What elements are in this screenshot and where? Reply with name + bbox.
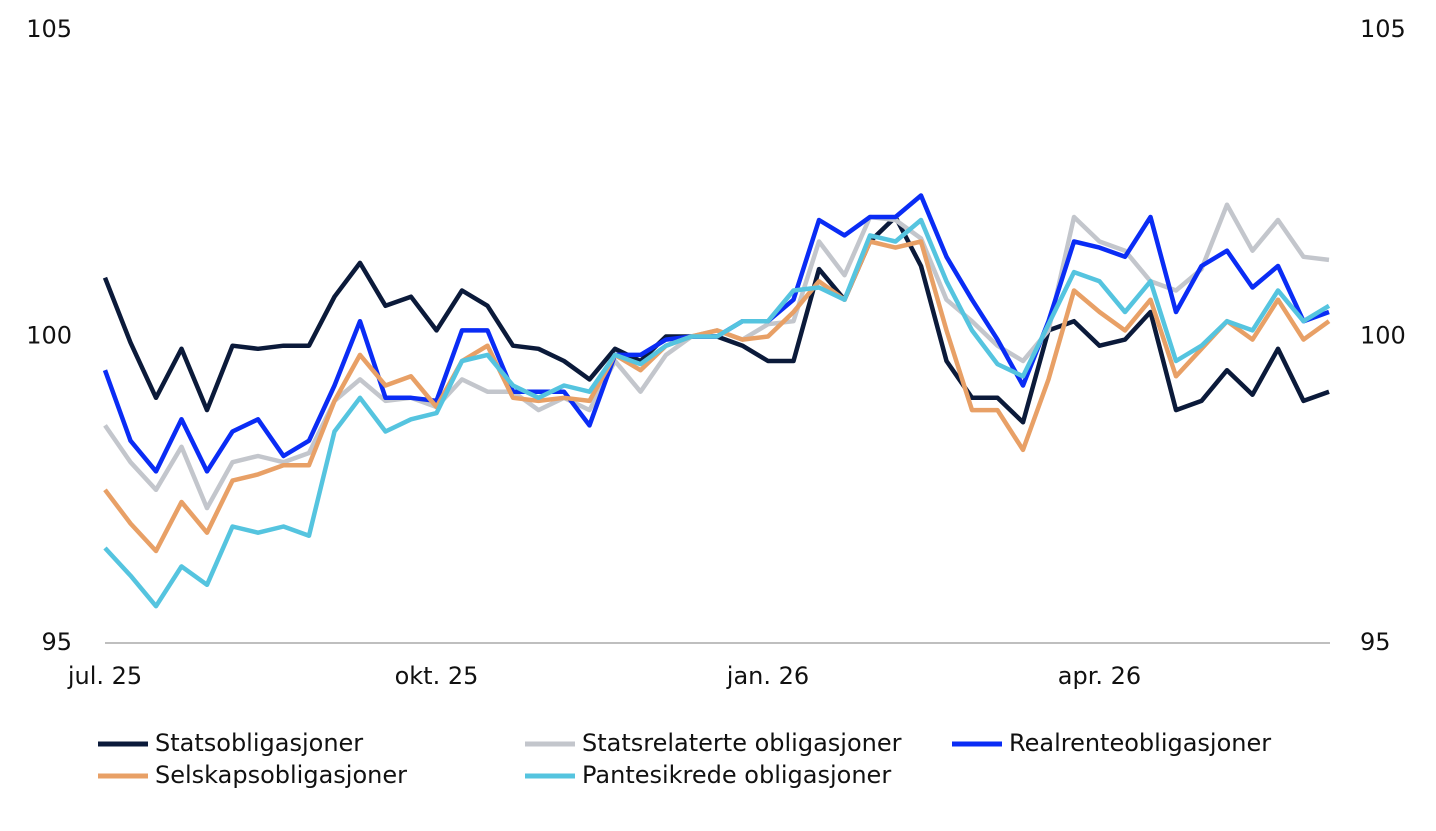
y2-tick-label: 95: [1360, 628, 1391, 656]
legend-label: Realrenteobligasjoner: [1009, 729, 1271, 757]
line-series: [102, 214, 1330, 425]
x-tick-label: jan. 26: [726, 662, 809, 690]
x-tick-label: jul. 25: [67, 662, 142, 690]
legend-label: Pantesikrede obligasjoner: [582, 761, 891, 789]
legend-label: Statsrelaterte obligasjoner: [582, 729, 902, 757]
line-series: [103, 202, 1330, 511]
line-series: [103, 239, 1331, 554]
y-tick-label: 105: [26, 15, 72, 43]
y-tick-label: 100: [26, 322, 72, 350]
x-tick-label: okt. 25: [395, 662, 479, 690]
x-tick-label: apr. 26: [1058, 662, 1141, 690]
line-series: [102, 193, 1330, 474]
y2-tick-label: 105: [1360, 15, 1406, 43]
line-series: [103, 217, 1331, 609]
y2-tick-label: 100: [1360, 322, 1406, 350]
legend-label: Statsobligasjoner: [155, 729, 363, 757]
legend-label: Selskapsobligasjoner: [155, 761, 407, 789]
y-tick-label: 95: [41, 628, 72, 656]
